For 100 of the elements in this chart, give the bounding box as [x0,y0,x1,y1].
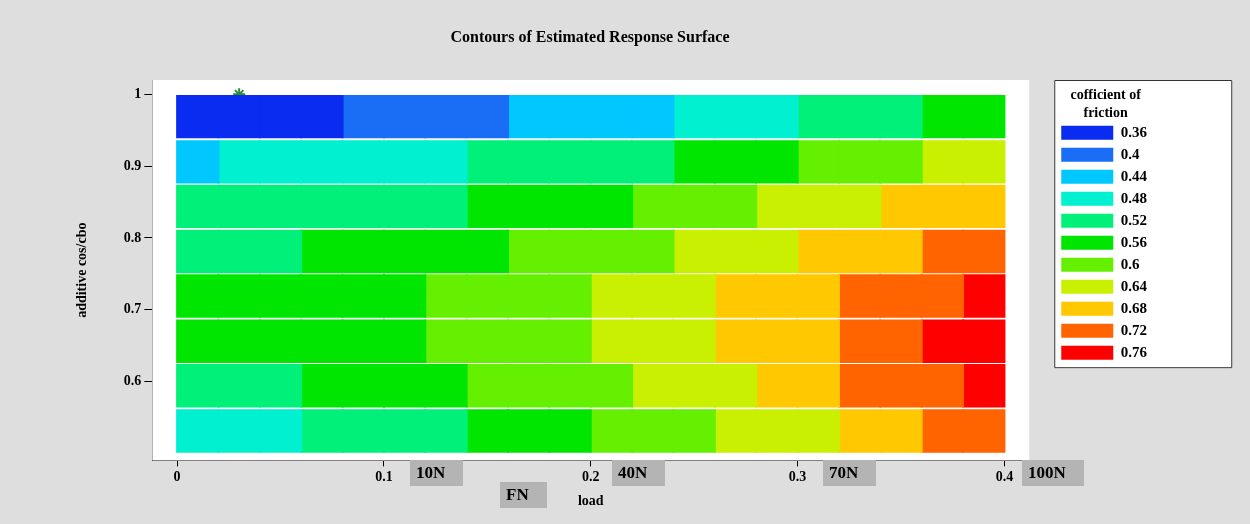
point [382,319,427,363]
point [548,319,592,363]
point [631,409,675,453]
point [962,364,1006,408]
point [465,274,510,318]
point [755,229,799,274]
text: 10N [410,460,464,486]
point [507,274,551,318]
point [548,184,592,228]
point [631,364,675,408]
x-tick-label: 0.2 [582,469,600,485]
point [672,274,716,318]
y-axis-title: additive cos/cbo [74,222,90,318]
point [589,140,634,184]
point [300,140,344,184]
point [713,94,758,139]
point [424,229,468,274]
point [341,140,385,184]
point [424,274,468,318]
point [879,364,923,408]
point [589,409,634,453]
point [300,274,344,318]
point [217,184,261,228]
point [879,274,923,318]
point [258,274,303,318]
point [920,409,965,453]
point [548,409,592,453]
point [217,319,261,363]
point [258,409,303,453]
point [258,229,303,274]
point [507,319,551,363]
x-tick-label: 0.4 [995,469,1014,485]
point [300,184,344,228]
point [176,364,220,408]
point [672,319,716,363]
point [341,229,385,274]
point [300,229,344,274]
y-tick-label: 0.8 [123,229,142,245]
point [879,409,923,453]
point [341,409,385,453]
point [962,184,1006,228]
point [548,274,592,318]
point [755,274,799,318]
point [755,140,799,184]
point [796,184,840,228]
point [962,409,1006,453]
point [465,94,510,139]
point [631,229,675,274]
point [176,94,220,139]
point [589,274,634,318]
point [300,319,344,363]
point [962,140,1006,184]
point [176,319,220,363]
point [176,140,220,184]
point [837,274,882,318]
point [465,140,510,184]
text: 40N [612,460,666,486]
point [507,409,551,453]
point [879,184,923,228]
text: 100N [1022,460,1084,486]
point [755,364,799,408]
point [920,274,965,318]
point [465,229,510,274]
point [424,409,468,453]
point [382,364,427,408]
point [176,409,220,453]
point [382,184,427,228]
point [217,409,261,453]
point [507,140,551,184]
point [548,140,592,184]
point [713,229,758,274]
legend-title: cofficient of friction [1070,86,1142,120]
point [672,140,716,184]
point [713,274,758,318]
point [217,274,261,318]
point [589,364,634,408]
point [424,94,468,139]
point [507,364,551,408]
point [382,94,427,139]
point [755,184,799,228]
point [382,140,427,184]
legend-label: 0.72 [1120,321,1147,338]
point [837,229,882,274]
legend-label: 0.48 [1120,189,1147,206]
y-tick-label: 0.9 [123,157,142,173]
point [755,319,799,363]
point [341,184,385,228]
point [507,184,551,228]
point [837,94,882,139]
point [796,409,840,453]
point [837,140,882,184]
point [962,229,1006,274]
point [672,184,716,228]
legend-label: 0.4 [1120,145,1140,162]
legend-label: 0.64 [1120,277,1148,294]
x-axis-title: load [577,493,604,509]
point [217,140,261,184]
point [548,229,592,274]
legend-label: 0.56 [1120,233,1148,250]
point [258,140,303,184]
